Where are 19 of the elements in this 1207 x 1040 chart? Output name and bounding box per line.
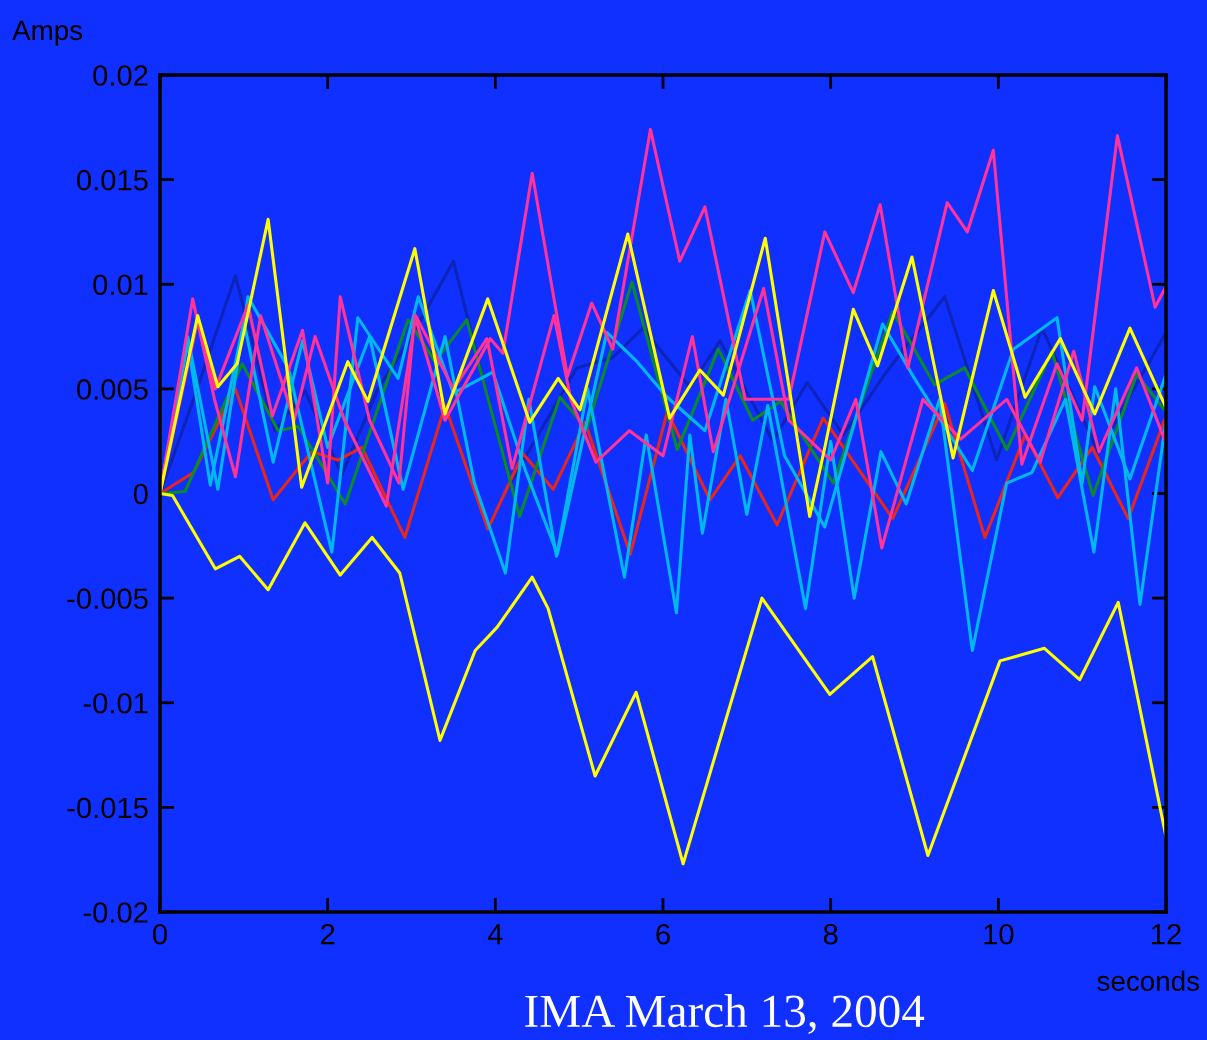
x-tick-label: 10 bbox=[984, 923, 1014, 945]
text: IMA March 13, 2004 bbox=[525, 994, 925, 1035]
x-tick-label: 12 bbox=[1152, 923, 1181, 945]
y-tick-label: 0.02 bbox=[93, 65, 148, 86]
x-tick-label: 4 bbox=[487, 924, 503, 945]
x-tick-label: 0 bbox=[153, 923, 167, 945]
y-tick-label: -0.01 bbox=[83, 692, 148, 714]
y-tick-label: -0.005 bbox=[67, 588, 148, 609]
y-tick-label: -0.02 bbox=[83, 902, 148, 923]
y-tick-label: 0 bbox=[133, 483, 148, 505]
x-axis-title: seconds bbox=[1097, 970, 1199, 991]
y-tick-label: 0.01 bbox=[93, 274, 148, 296]
y-tick-label: 0.005 bbox=[77, 379, 148, 400]
y-tick-label: 0.015 bbox=[77, 169, 148, 191]
x-tick-label: 6 bbox=[656, 923, 670, 945]
y-tick-label: -0.015 bbox=[67, 797, 148, 819]
y-axis-title: Amps bbox=[12, 20, 83, 46]
x-tick-label: 2 bbox=[321, 923, 335, 945]
x-tick-label: 8 bbox=[823, 923, 838, 945]
